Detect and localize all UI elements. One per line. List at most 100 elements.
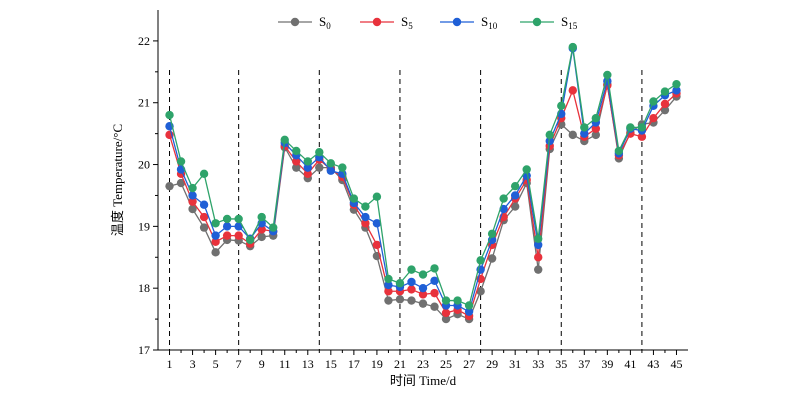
y-tick-label: 20 [138, 158, 150, 172]
legend-item-S10: S10 [440, 14, 498, 31]
x-tick-label: 45 [670, 357, 682, 371]
data-point [338, 163, 347, 172]
data-point [326, 166, 336, 175]
data-point [245, 235, 255, 245]
data-point [222, 214, 232, 224]
data-point [407, 277, 416, 287]
data-point [384, 287, 393, 296]
data-point [603, 70, 612, 80]
x-tick-label: 43 [647, 357, 659, 371]
data-point [580, 129, 589, 138]
data-point [199, 223, 209, 232]
data-point [464, 307, 474, 316]
legend-label: S5 [401, 14, 413, 31]
x-tick-label: 11 [279, 357, 291, 371]
data-point [222, 222, 232, 231]
data-point [672, 79, 681, 89]
data-point [418, 270, 428, 279]
data-point [384, 274, 393, 284]
legend-marker [452, 17, 462, 27]
legend-label: S10 [481, 14, 498, 31]
data-point [568, 130, 577, 140]
data-point [557, 101, 566, 111]
data-point [545, 136, 554, 146]
data-point [326, 159, 336, 168]
data-point [176, 157, 186, 166]
data-point [222, 231, 232, 240]
x-tick-label: 37 [578, 357, 590, 371]
data-point [361, 202, 370, 211]
x-tick-label: 1 [167, 357, 173, 371]
data-point [176, 178, 186, 188]
data-point [534, 240, 543, 250]
x-tick-label: 9 [259, 357, 265, 371]
data-point [499, 194, 508, 203]
x-tick-label: 35 [555, 357, 567, 371]
y-tick-label: 22 [138, 34, 150, 48]
series-line [168, 85, 677, 317]
data-point [361, 212, 370, 222]
data-point [257, 232, 266, 242]
data-point [464, 301, 474, 310]
x-axis-ticks: 1 3 5 7 9 11 13 15 17 19 21 23 25 27 29 31 33 35 37 39 41 43 4… [167, 350, 682, 371]
data-point [614, 146, 624, 156]
data-point [580, 123, 589, 132]
axes [157, 10, 688, 351]
data-point [280, 135, 289, 145]
y-tick-label: 19 [138, 219, 150, 233]
data-point [430, 302, 439, 311]
data-point [199, 200, 209, 209]
y-tick-label: 18 [138, 281, 150, 295]
data-point [292, 157, 301, 166]
data-point [637, 123, 647, 132]
data-point [649, 97, 658, 106]
data-point [257, 212, 266, 222]
data-point [165, 181, 174, 191]
data-point [188, 183, 197, 193]
series-S15 [165, 42, 681, 310]
data-point [395, 279, 405, 288]
series-line [168, 46, 677, 307]
data-point [660, 99, 670, 109]
data-point [407, 265, 416, 274]
x-tick-label: 15 [325, 357, 337, 371]
data-point [188, 191, 197, 200]
data-point [476, 256, 485, 265]
data-point [372, 219, 382, 228]
legend-label: S0 [319, 14, 331, 31]
legend-item-S15: S15 [520, 14, 578, 31]
data-point [303, 157, 312, 166]
data-point [441, 308, 451, 318]
x-tick-label: 3 [190, 357, 196, 371]
data-point [315, 147, 324, 157]
legend-item-S0: S0 [278, 14, 331, 31]
data-point [292, 146, 301, 156]
y-tick-label: 21 [138, 96, 150, 110]
data-point [649, 113, 658, 123]
data-point [522, 165, 531, 174]
x-tick-label: 29 [486, 357, 498, 371]
data-point [372, 192, 382, 201]
data-point [534, 234, 543, 243]
x-axis-label: 时间 Time/d [390, 373, 457, 388]
data-point [430, 264, 439, 273]
data-point [361, 219, 370, 228]
x-tick-label: 13 [302, 357, 314, 371]
data-point [418, 290, 428, 299]
data-point [418, 283, 428, 293]
data-point [384, 296, 393, 305]
data-point [384, 280, 393, 290]
series-layer [165, 42, 681, 324]
data-point [199, 169, 209, 179]
legend: S0 S5 S10 S15 [278, 14, 578, 31]
x-tick-label: 17 [348, 357, 360, 371]
x-tick-label: 31 [509, 357, 521, 371]
data-point [234, 222, 243, 231]
data-point [418, 299, 428, 308]
data-point [568, 86, 577, 95]
data-point [234, 231, 243, 240]
data-point [188, 204, 197, 214]
data-point [199, 212, 209, 222]
x-tick-label: 21 [394, 357, 406, 371]
